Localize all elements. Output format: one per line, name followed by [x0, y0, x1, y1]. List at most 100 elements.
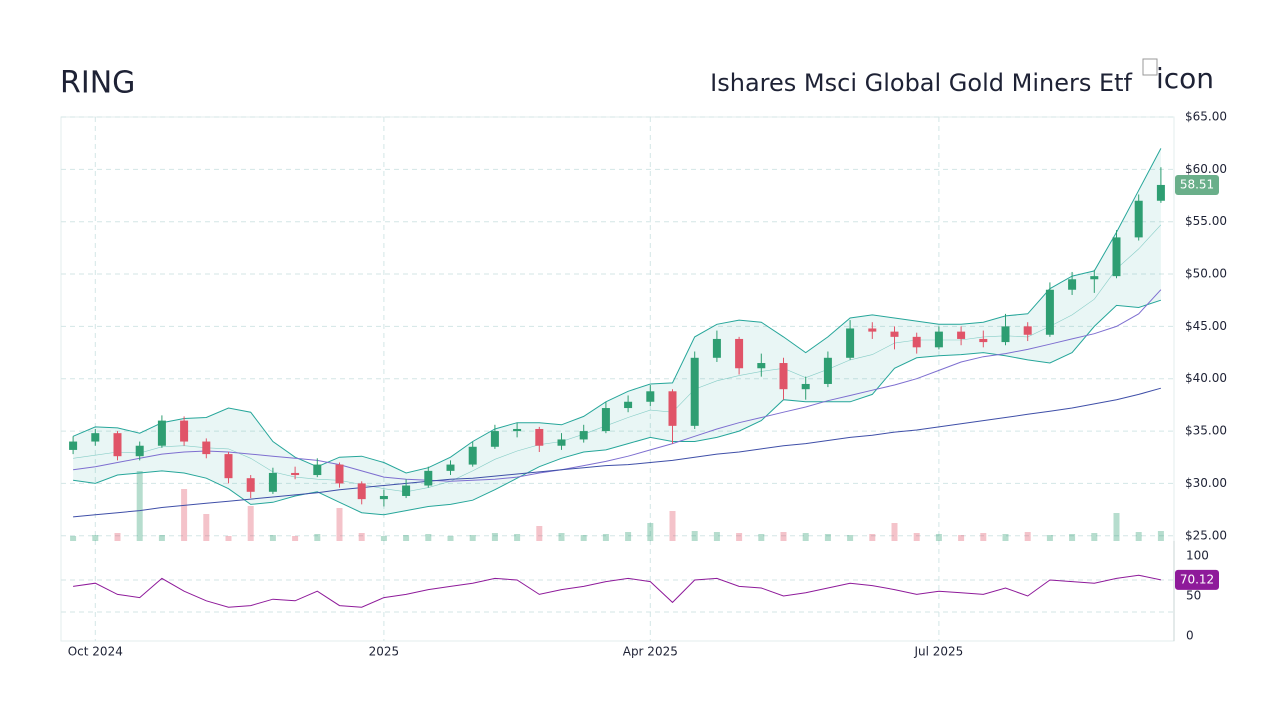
- volume-bar: [1069, 534, 1076, 541]
- volume-bar: [1157, 531, 1164, 541]
- candle-body: [1090, 276, 1099, 280]
- candle-body: [180, 420, 189, 442]
- volume-bar: [380, 536, 387, 541]
- candle-body: [379, 495, 388, 500]
- last-price-label-bg: [1175, 174, 1219, 195]
- last-price-label: 58.51: [1180, 177, 1214, 191]
- logo-frame: [1142, 58, 1158, 76]
- candle-body: [846, 328, 855, 358]
- volume-bar: [913, 533, 920, 541]
- bollinger-middle: [73, 224, 1162, 493]
- bollinger-lower: [73, 299, 1162, 516]
- volume-bar: [225, 536, 232, 541]
- volume-bar: [403, 535, 410, 541]
- y-tick-label: $30.00: [1185, 476, 1227, 490]
- candle-body: [335, 464, 344, 484]
- candle-body: [313, 464, 322, 476]
- candle-body: [446, 464, 455, 471]
- volume-bar: [669, 511, 676, 541]
- candle-body: [113, 433, 122, 457]
- candle-body: [402, 485, 411, 496]
- candle-body: [424, 470, 433, 486]
- rsi-tick-label: 100: [1186, 549, 1209, 563]
- volume-bar: [758, 534, 765, 541]
- volume-bar: [935, 534, 942, 541]
- volume-bar: [136, 471, 143, 541]
- candle-body: [246, 478, 255, 492]
- volume-bar: [181, 489, 188, 541]
- volume-bar: [736, 533, 743, 541]
- logo: icon: [1142, 58, 1214, 95]
- volume-bar: [1091, 533, 1098, 541]
- candle-body: [668, 391, 677, 426]
- volume-bar: [802, 533, 809, 541]
- candle-body: [690, 357, 699, 426]
- sma-short: [73, 289, 1162, 482]
- candle-body: [1045, 289, 1054, 335]
- candle-body: [91, 433, 100, 442]
- volume-bar: [314, 534, 321, 541]
- volume-bar: [780, 532, 787, 541]
- y-tick-label: $35.00: [1185, 424, 1227, 438]
- y-tick-label: $50.00: [1185, 267, 1227, 281]
- x-tick-label: Jul 2025: [913, 645, 963, 659]
- volume-bar: [1024, 532, 1031, 541]
- volume-bar: [958, 535, 965, 541]
- bollinger-fill: [73, 148, 1161, 515]
- volume-bar: [70, 536, 77, 541]
- candle-body: [1001, 326, 1010, 343]
- volume-bar: [602, 534, 609, 541]
- candle-body: [357, 483, 366, 500]
- candle-body: [646, 391, 655, 402]
- y-tick-label: $55.00: [1185, 214, 1227, 228]
- candle-body: [801, 383, 810, 390]
- candle-body: [712, 338, 721, 358]
- candle-body: [490, 431, 499, 447]
- chart-subtitle: Ishares Msci Global Gold Miners Etf: [710, 69, 1132, 97]
- candle-body: [735, 338, 744, 369]
- rsi-line: [73, 574, 1162, 608]
- y-tick-label: $25.00: [1185, 528, 1227, 542]
- candle-body: [1112, 237, 1121, 277]
- y-tick-label: $40.00: [1185, 371, 1227, 385]
- chart-title: RING: [60, 66, 135, 101]
- candle-body: [202, 441, 211, 455]
- candle-body: [157, 420, 166, 446]
- candle-body: [1134, 200, 1143, 238]
- candle-body: [468, 446, 477, 465]
- candle-body: [934, 331, 943, 348]
- volume-bar: [425, 534, 432, 541]
- candle-body: [268, 472, 277, 492]
- volume-bar: [580, 535, 587, 541]
- volume-bar: [558, 533, 565, 541]
- candle-body: [757, 363, 766, 369]
- y-tick-label: $60.00: [1185, 162, 1227, 176]
- candle-body: [579, 431, 588, 440]
- candle-body: [535, 428, 544, 446]
- volume-bar: [292, 536, 299, 541]
- volume-bar: [891, 523, 898, 541]
- volume-bar: [514, 534, 521, 541]
- x-tick-label: 2025: [369, 645, 400, 659]
- candle-body: [1068, 279, 1077, 290]
- volume-bar: [713, 532, 720, 541]
- candle-body: [979, 338, 988, 343]
- volume-bar: [536, 526, 543, 541]
- volume-bar: [980, 533, 987, 541]
- candle-body: [868, 328, 877, 332]
- volume-bar: [647, 523, 654, 541]
- volume-bar: [114, 533, 121, 541]
- candle-body: [135, 445, 144, 457]
- volume-bar: [358, 533, 365, 541]
- volume-bar: [203, 514, 210, 541]
- volume-bar: [847, 535, 854, 541]
- bollinger-upper: [72, 148, 1162, 474]
- volume-bar: [336, 508, 343, 541]
- logo-alt: icon: [1156, 62, 1214, 95]
- volume-bar: [1113, 513, 1120, 541]
- volume-bar: [247, 506, 254, 541]
- candle-body: [1023, 326, 1032, 335]
- volume-bar: [158, 535, 165, 541]
- volume-bar: [469, 535, 476, 541]
- candle-body: [1156, 184, 1165, 201]
